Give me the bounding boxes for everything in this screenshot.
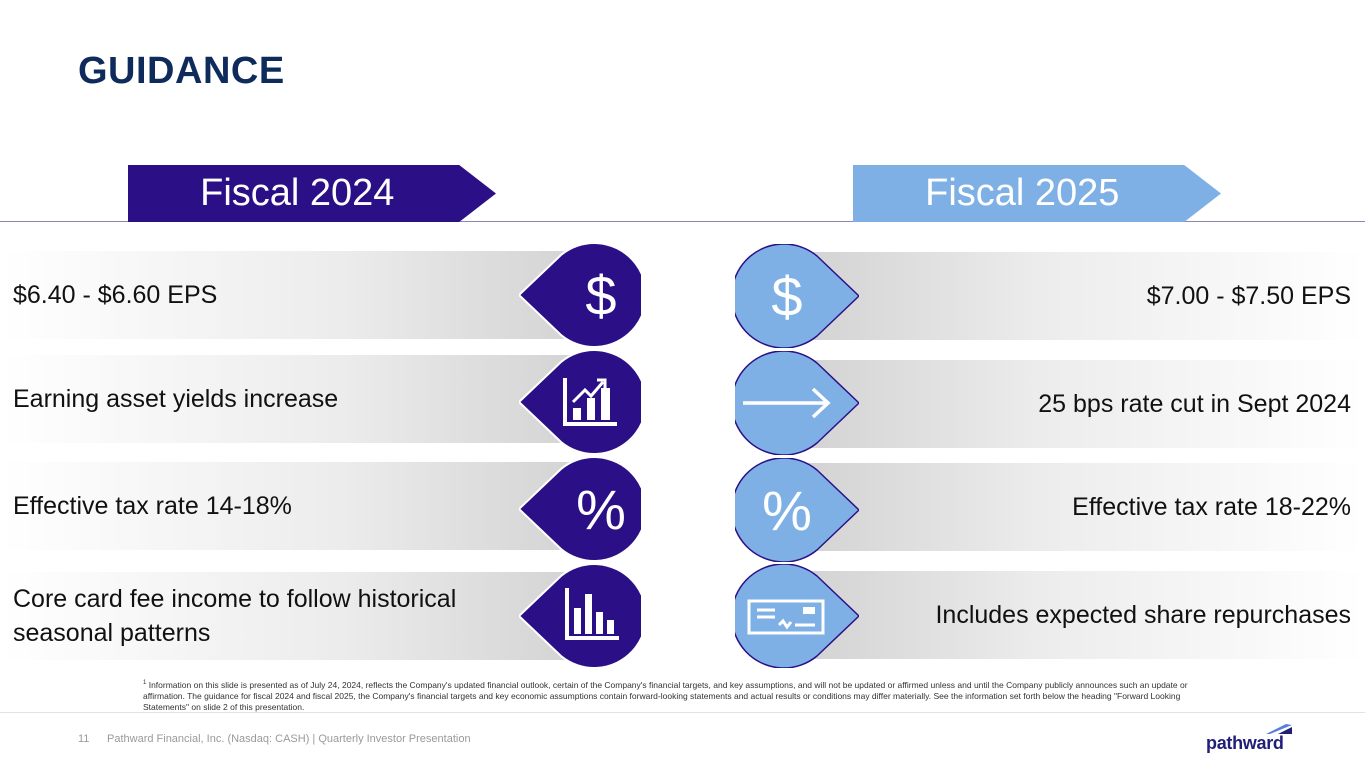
footnote-text: Information on this slide is presented a…: [143, 679, 1188, 712]
page-number: 11: [78, 733, 90, 745]
footnote: 1 Information on this slide is presented…: [143, 678, 1218, 713]
pathward-logo-mark-icon: [1266, 724, 1292, 734]
fiscal-2024-label: Fiscal 2024: [200, 172, 395, 214]
check-icon: [735, 564, 859, 668]
dollar-icon: $: [735, 244, 859, 348]
page-title: GUIDANCE: [78, 50, 285, 92]
fiscal-2025-label: Fiscal 2025: [925, 172, 1120, 214]
footer-divider: [0, 712, 1365, 713]
fiscal-2024-item-tax-rate: Effective tax rate 14-18%: [0, 462, 620, 550]
bar-chart-icon: [519, 564, 641, 668]
fiscal-2024-banner: Fiscal 2024: [128, 165, 496, 222]
dollar-icon: $: [519, 243, 641, 347]
fiscal-2025-item-share-repurchases: Includes expected share repurchases: [770, 571, 1365, 659]
fiscal-2024-item-eps: $6.40 - $6.60 EPS: [0, 251, 620, 339]
pathward-logo: pathward: [1206, 722, 1296, 756]
fiscal-2025-banner: Fiscal 2025: [853, 165, 1221, 222]
footer-company: Pathward Financial, Inc. (Nasdaq: CASH) …: [107, 733, 471, 745]
footnote-marker: 1: [143, 680, 147, 686]
fiscal-2024-item-yields: Earning asset yields increase: [0, 355, 620, 443]
logo-wordmark: pathward: [1206, 733, 1284, 753]
fiscal-2025-item-tax-rate: Effective tax rate 18-22%: [770, 463, 1365, 551]
fiscal-2025-item-rate-cut: 25 bps rate cut in Sept 2024: [770, 360, 1365, 448]
fiscal-2025-item-eps: $7.00 - $7.50 EPS: [770, 252, 1365, 340]
growth-chart-icon: [519, 350, 641, 454]
fiscal-2024-item-card-fee: Core card fee income to follow historica…: [0, 572, 620, 660]
header-divider: [0, 221, 1365, 222]
arrow-right-icon: [735, 351, 859, 455]
percent-icon: %: [735, 458, 859, 562]
percent-icon: %: [519, 457, 641, 561]
